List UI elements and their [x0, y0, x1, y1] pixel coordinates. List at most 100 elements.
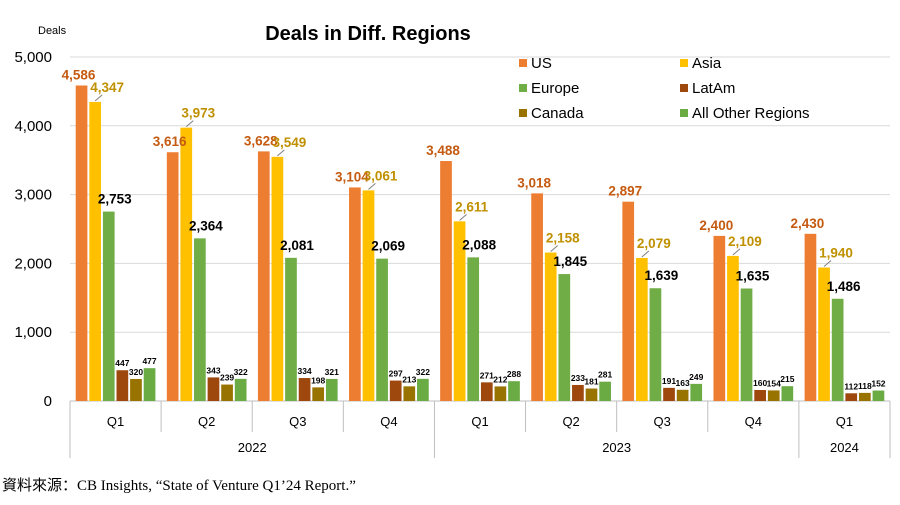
bar-all-other-regions: [325, 378, 338, 401]
data-label: 163: [676, 378, 690, 388]
bar-canada: [312, 387, 325, 401]
bar-asia: [453, 221, 466, 401]
x-category-label: Q3: [654, 414, 671, 429]
data-label: 3,616: [153, 134, 187, 149]
bar-europe: [285, 257, 297, 401]
chart-title: Deals in Diff. Regions: [265, 23, 471, 45]
bar-europe: [740, 288, 753, 401]
x-category-label: Q2: [198, 414, 215, 429]
label-leader-line: [823, 260, 832, 267]
legend-label: Canada: [531, 105, 584, 122]
data-label: 343: [206, 365, 220, 375]
data-label: 181: [584, 377, 598, 387]
data-label: 152: [871, 379, 885, 389]
data-label: 271: [480, 370, 494, 380]
bar-canada: [858, 392, 871, 401]
bar-all-other-regions: [234, 378, 247, 401]
bars: [75, 85, 885, 402]
y-tick-label: 5,000: [14, 49, 52, 66]
bar-latam: [389, 380, 402, 401]
bar-asia: [544, 252, 557, 401]
gridlines: [70, 56, 890, 333]
label-leader-line: [277, 149, 285, 157]
bar-europe: [194, 238, 206, 401]
data-label: 3,973: [181, 106, 215, 121]
bar-canada: [494, 386, 507, 401]
bar-asia: [271, 156, 284, 401]
x-category-label: Q1: [471, 414, 488, 429]
data-label: 1,639: [645, 268, 679, 283]
bar-us: [622, 201, 635, 401]
data-label: 112: [844, 381, 858, 391]
data-label: 288: [507, 369, 521, 379]
data-label: 320: [129, 367, 143, 377]
legend-label: US: [531, 55, 552, 72]
bar-us: [440, 161, 452, 401]
data-label: 154: [767, 378, 781, 388]
label-leader-line: [641, 250, 650, 258]
data-label: 2,430: [791, 216, 825, 231]
data-label: 1,635: [736, 269, 770, 284]
bar-us: [804, 233, 817, 401]
data-label: 321: [325, 367, 339, 377]
bar-latam: [298, 378, 311, 401]
bar-europe: [649, 288, 662, 401]
bar-all-other-regions: [143, 368, 156, 401]
data-label: 281: [598, 370, 612, 380]
bar-latam: [207, 377, 220, 401]
data-label: 2,611: [455, 199, 489, 214]
x-category-label: Q3: [289, 414, 306, 429]
legend-label: LatAm: [692, 80, 735, 97]
deals-chart: 0 1,000 2,000 3,000 4,000 5,000 Q1 Q2 Q3 Q4 Q1 Q2 Q3…: [14, 23, 891, 458]
data-label: 3,488: [426, 143, 460, 158]
axes: 0 1,000 2,000 3,000 4,000 5,000 Q1 Q2 Q3 Q4 Q1 Q2 Q3…: [14, 49, 891, 458]
data-label: 447: [115, 358, 129, 368]
bar-all-other-regions: [690, 383, 703, 401]
legend-label: Europe: [531, 80, 579, 97]
data-label: 2,079: [637, 236, 671, 251]
data-label: 3,018: [517, 175, 551, 190]
data-label: 322: [234, 367, 248, 377]
bar-asia: [180, 127, 193, 402]
bar-asia: [89, 101, 102, 402]
y-tick-label: 2,000: [14, 255, 52, 272]
bar-latam: [480, 382, 493, 401]
data-label: 1,940: [819, 246, 853, 261]
y-tick-label: 1,000: [14, 324, 52, 341]
bar-europe: [831, 298, 844, 401]
x-category-label: Q4: [745, 414, 762, 429]
data-label: 3,104: [335, 169, 369, 184]
legend-swatch: [519, 109, 527, 117]
data-label: 2,088: [462, 237, 496, 252]
bar-europe: [467, 257, 480, 401]
y-tick-label: 4,000: [14, 118, 52, 135]
bar-canada: [130, 378, 142, 401]
data-label: 3,628: [244, 133, 278, 148]
data-label: 2,364: [189, 218, 223, 233]
data-label: 3,061: [364, 168, 398, 183]
data-label: 2,753: [98, 192, 132, 207]
data-label: 1,486: [827, 279, 861, 294]
legend-label: All Other Regions: [692, 105, 810, 122]
bar-us: [75, 85, 88, 401]
source-note: 資料來源：CB Insights, “State of Venture Q1’2…: [2, 478, 356, 494]
legend-swatch: [680, 84, 688, 92]
data-label: 2,081: [280, 238, 314, 253]
data-label: 2,897: [608, 184, 642, 199]
data-label: 212: [493, 374, 507, 384]
bar-latam: [572, 384, 584, 401]
bar-europe: [558, 274, 571, 401]
bar-us: [166, 152, 179, 401]
data-label: 215: [780, 374, 794, 384]
data-label: 2,069: [371, 239, 405, 254]
bar-canada: [221, 384, 233, 401]
y-tick-label: 0: [44, 393, 52, 410]
bar-all-other-regions: [599, 381, 611, 401]
bar-asia: [818, 267, 830, 401]
bar-all-other-regions: [781, 386, 794, 401]
data-label: 213: [402, 374, 416, 384]
legend-swatch: [519, 84, 527, 92]
bar-latam: [754, 389, 766, 401]
x-year-label: 2022: [238, 440, 267, 455]
